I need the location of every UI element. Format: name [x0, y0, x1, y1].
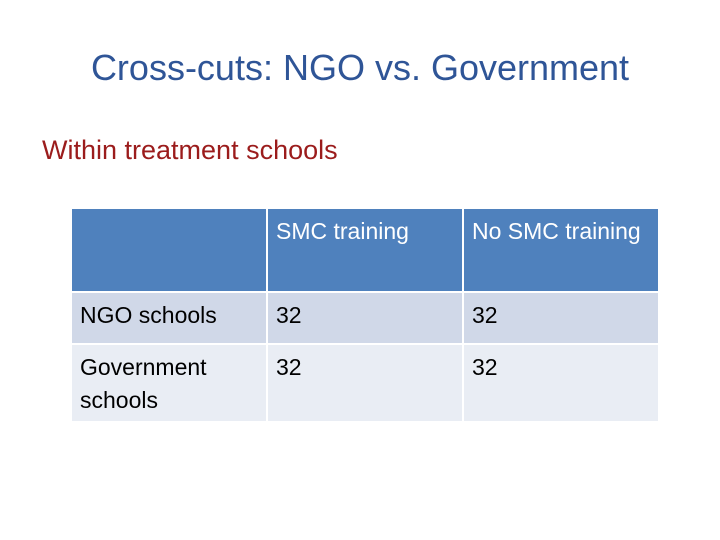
header-cell-empty — [72, 209, 268, 293]
cell-ngo-smc-training: 32 — [268, 293, 464, 345]
slide-subtitle: Within treatment schools — [42, 135, 338, 165]
row-label-ngo-schools: NGO schools — [72, 293, 268, 345]
counts-table: SMC training No SMC training NGO schools… — [72, 209, 658, 423]
table-header-row: SMC training No SMC training — [72, 209, 658, 293]
table-row: Government schools 32 32 — [72, 345, 658, 423]
header-cell-smc-training: SMC training — [268, 209, 464, 293]
row-label-government-schools: Government schools — [72, 345, 268, 423]
cell-government-smc-training: 32 — [268, 345, 464, 423]
table-row: NGO schools 32 32 — [72, 293, 658, 345]
cell-government-no-smc-training: 32 — [464, 345, 658, 423]
header-cell-no-smc-training: No SMC training — [464, 209, 658, 293]
slide-title: Cross-cuts: NGO vs. Government — [90, 47, 630, 88]
cell-ngo-no-smc-training: 32 — [464, 293, 658, 345]
